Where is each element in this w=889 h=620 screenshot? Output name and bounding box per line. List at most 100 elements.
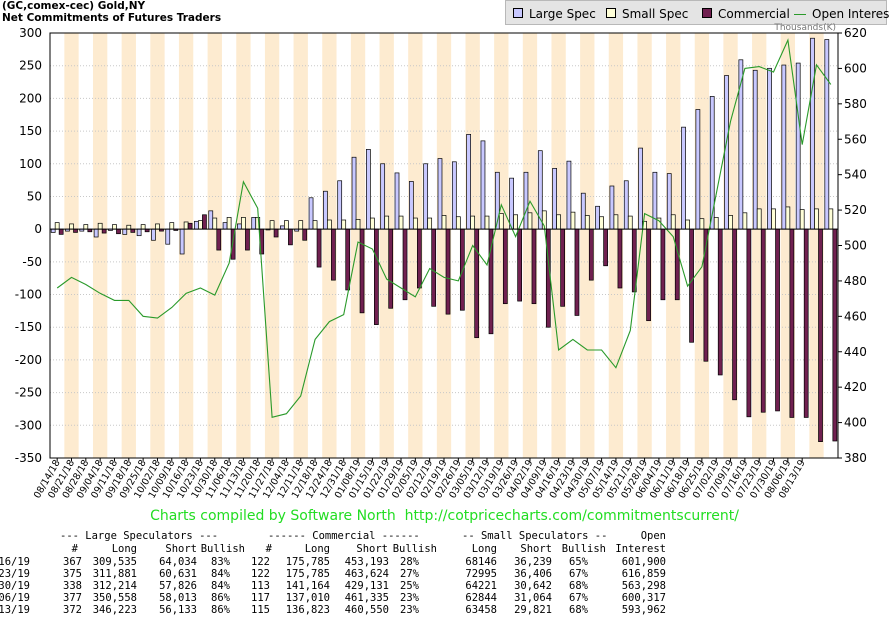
table-cell: 56,133	[159, 604, 197, 616]
y2-tick-label: 520	[844, 203, 867, 217]
column-header: Short	[165, 543, 197, 555]
small-spec-bar	[470, 215, 476, 230]
y2-tick-label: 620	[844, 26, 867, 40]
table-cell: 600,317	[621, 592, 666, 604]
column-header: Bullish	[561, 543, 606, 555]
commercial-bar	[316, 228, 322, 268]
week-band	[92, 33, 108, 458]
large-spec-bar	[695, 109, 701, 230]
small-spec-bar	[398, 215, 404, 230]
small-spec-bar	[570, 211, 576, 230]
large-spec-bar	[580, 192, 586, 230]
large-spec-bar	[366, 149, 371, 230]
table-cell: 67%	[569, 592, 588, 604]
table-cell: 36,406	[514, 568, 552, 580]
column-header: Long	[471, 543, 497, 555]
small-spec-bar	[756, 208, 762, 230]
large-spec-bar	[222, 222, 228, 230]
small-spec-bar	[670, 214, 676, 230]
week-band	[193, 33, 208, 458]
y2-tick-label: 540	[844, 168, 867, 182]
commercial-bar	[502, 228, 508, 305]
commercial-bar	[417, 228, 422, 289]
y2-tick-label: 500	[844, 239, 867, 253]
table-cell: 30,642	[514, 580, 552, 592]
large-spec-bar	[194, 220, 199, 230]
table-cell: 122	[251, 568, 270, 580]
open-interest-layer	[56, 38, 832, 418]
legend-item-small-spec: Small Spec	[606, 7, 688, 21]
table-cell: 350,558	[92, 592, 137, 604]
y-tick-label: 250	[19, 59, 42, 73]
small-spec-bar	[284, 220, 289, 230]
small-spec-bar	[455, 216, 461, 230]
table-cell: 58,013	[159, 592, 197, 604]
y2-tick-label: 600	[844, 61, 867, 75]
table-cell: 453,193	[344, 556, 389, 568]
large-spec-bar	[810, 37, 815, 230]
table-cell: 25%	[400, 580, 419, 592]
commercial-bar	[216, 228, 222, 251]
y-tick-label: -50	[22, 255, 42, 269]
y2-tick-label: 480	[844, 274, 867, 288]
large-spec-bar	[451, 161, 457, 230]
large-spec-bar	[724, 75, 729, 230]
commercial-bar	[746, 228, 752, 418]
column-header: #	[71, 543, 78, 555]
table-cell: 84%	[211, 568, 230, 580]
large-spec-bar	[652, 171, 658, 230]
commercial-bar	[101, 228, 107, 234]
week-band	[522, 33, 538, 458]
large-spec-bar	[595, 205, 600, 230]
column-header: Long	[111, 543, 137, 555]
large-spec-bar	[681, 126, 686, 230]
commercial-bar	[202, 214, 207, 230]
small-spec-bar	[627, 215, 633, 230]
table-cell: 175,785	[285, 556, 330, 568]
cot-chart: 300250200150100500-50-100-150-200-250-30…	[15, 23, 867, 500]
commercial-bar	[488, 228, 494, 335]
legend-label-large-spec: Large Spec	[529, 7, 596, 21]
commercial-swatch	[702, 8, 712, 18]
large-spec-bar	[165, 228, 171, 245]
table-cell: 346,223	[92, 604, 137, 616]
row-date: 07/30/19	[0, 580, 30, 592]
table-cell: 461,335	[344, 592, 389, 604]
small-spec-bar	[341, 219, 347, 230]
small-spec-bar	[441, 215, 447, 230]
small-spec-bar	[828, 208, 834, 230]
commercial-bar	[660, 228, 666, 301]
week-band	[250, 33, 266, 458]
row-date: 08/13/19	[0, 604, 30, 616]
table-cell: 63458	[465, 604, 497, 616]
column-header: Bullish	[200, 543, 245, 555]
large-spec-bar	[638, 147, 643, 230]
column-header: Long	[304, 543, 330, 555]
column-header: Interest	[615, 543, 666, 555]
y-tick-label: 300	[19, 26, 42, 40]
large-spec-bar	[308, 197, 314, 230]
week-band	[64, 33, 80, 458]
week-band	[436, 33, 452, 458]
week-band	[537, 33, 552, 458]
y2-tick-label: 560	[844, 132, 867, 146]
open-interest-line	[56, 38, 832, 418]
week-band	[608, 33, 624, 458]
commercial-bar	[646, 228, 651, 322]
week-band	[150, 33, 166, 458]
table-cell: 377	[63, 592, 82, 604]
small-spec-bar	[226, 217, 232, 230]
large-spec-bar	[408, 181, 414, 230]
large-spec-bar	[380, 163, 386, 230]
y-tick-label: 0	[34, 222, 42, 236]
commercial-bar	[760, 228, 766, 413]
small-spec-bar	[713, 217, 719, 230]
small-spec-bar	[355, 219, 361, 230]
table-cell: 136,823	[285, 604, 330, 616]
large-spec-bar	[566, 160, 572, 230]
small-spec-bar	[556, 214, 561, 230]
commercial-bar	[775, 228, 780, 412]
y-tick-label: 100	[19, 157, 42, 171]
week-band	[637, 33, 653, 458]
week-band	[651, 33, 667, 458]
